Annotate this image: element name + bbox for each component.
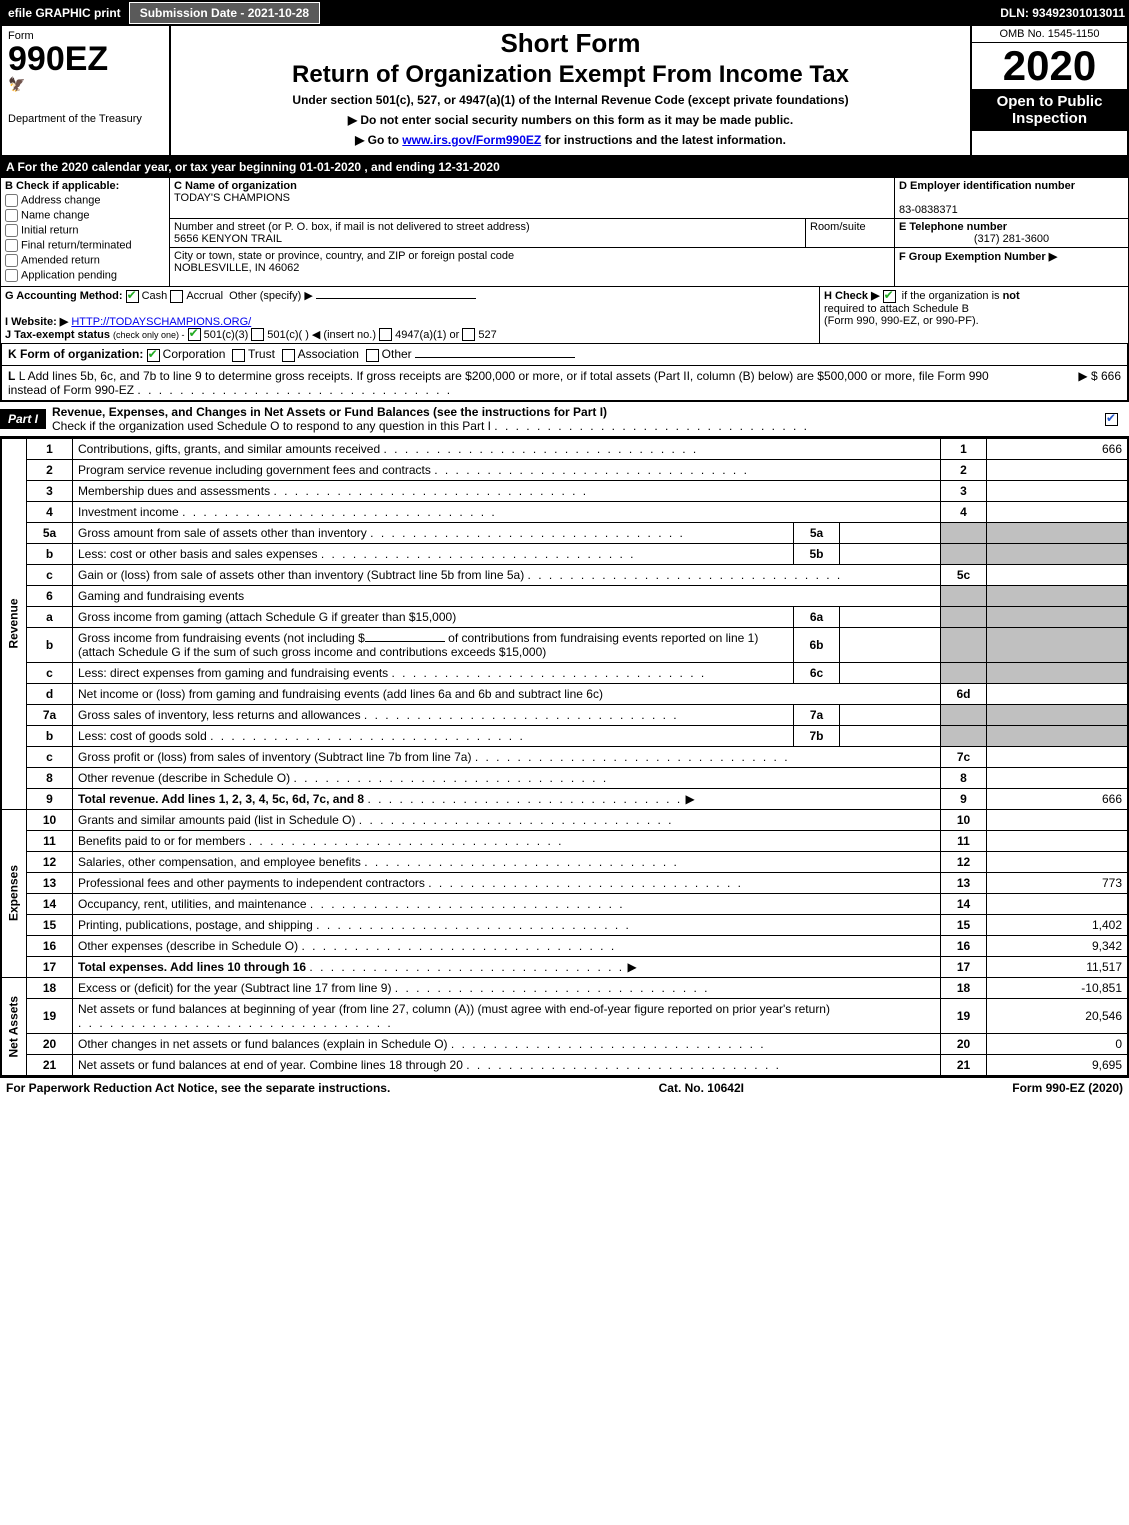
section-f: F Group Exemption Number ▶	[895, 248, 1129, 287]
goto-post: for instructions and the latest informat…	[541, 133, 786, 147]
line-1-value: 666	[987, 438, 1129, 460]
inspection-label: Open to Public Inspection	[972, 89, 1127, 131]
org-name: TODAY'S CHAMPIONS	[174, 192, 290, 204]
phone-label: E Telephone number	[899, 221, 1007, 233]
assoc-checkbox[interactable]	[282, 349, 295, 362]
section-g: G Accounting Method: Cash Accrual Other …	[1, 287, 820, 344]
revenue-label: Revenue	[1, 438, 27, 810]
trust-checkbox[interactable]	[232, 349, 245, 362]
line-a-bar: A For the 2020 calendar year, or tax yea…	[0, 157, 1129, 177]
addr-label: Number and street (or P. O. box, if mail…	[174, 221, 530, 233]
gross-receipts-value: ▶ $ 666	[1021, 369, 1121, 397]
527-checkbox[interactable]	[462, 328, 475, 341]
section-d: D Employer identification number 83-0838…	[895, 178, 1129, 219]
line-20-value: 0	[987, 1033, 1129, 1054]
opt-name-change[interactable]: Name change	[5, 209, 165, 222]
top-bar: efile GRAPHIC print Submission Date - 20…	[0, 0, 1129, 26]
section-e: E Telephone number (317) 281-3600	[895, 219, 1129, 248]
other-checkbox[interactable]	[366, 349, 379, 362]
opt-initial-return[interactable]: Initial return	[5, 224, 165, 237]
opt-amended-return[interactable]: Amended return	[5, 254, 165, 267]
section-k: K Form of organization: Corporation Trus…	[0, 344, 1129, 365]
line-15-value: 1,402	[987, 914, 1129, 935]
website-label: I Website: ▶	[5, 316, 68, 328]
short-form-title: Short Form	[181, 28, 960, 59]
lines-table: Revenue 1 Contributions, gifts, grants, …	[0, 437, 1129, 1077]
footer-center: Cat. No. 10642I	[659, 1081, 744, 1095]
section-b-title: B Check if applicable:	[5, 180, 119, 192]
tax-exempt-label: J Tax-exempt status	[5, 329, 110, 341]
main-title: Return of Organization Exempt From Incom…	[181, 61, 960, 89]
group-exempt-label: F Group Exemption Number ▶	[899, 251, 1057, 263]
total-expenses-value: 11,517	[987, 956, 1129, 977]
dln: DLN: 93492301013011	[1000, 6, 1125, 20]
section-gh: G Accounting Method: Cash Accrual Other …	[0, 287, 1129, 344]
goto-pre: ▶ Go to	[355, 133, 402, 147]
section-b: B Check if applicable: Address change Na…	[1, 178, 170, 287]
section-l: L L Add lines 5b, 6c, and 7b to line 9 t…	[0, 366, 1129, 400]
line-21-value: 9,695	[987, 1054, 1129, 1076]
omb-number: OMB No. 1545-1150	[972, 26, 1127, 43]
net-assets-label: Net Assets	[1, 977, 27, 1076]
opt-address-change[interactable]: Address change	[5, 194, 165, 207]
efile-label: efile GRAPHIC print	[4, 4, 125, 22]
goto-note: ▶ Go to www.irs.gov/Form990EZ for instru…	[181, 133, 960, 147]
501c-checkbox[interactable]	[251, 328, 264, 341]
line-16-value: 9,342	[987, 935, 1129, 956]
form-header: Form 990EZ 🦅 Department of the Treasury …	[0, 26, 1129, 157]
schedule-b-checkbox[interactable]	[883, 290, 896, 303]
ein-value: 83-0838371	[899, 204, 958, 216]
line-19-value: 20,546	[987, 998, 1129, 1033]
form-number: 990EZ	[8, 42, 163, 76]
line-1-num: 1	[27, 438, 73, 460]
room-suite: Room/suite	[806, 219, 895, 248]
501c3-checkbox[interactable]	[188, 328, 201, 341]
cash-checkbox[interactable]	[126, 290, 139, 303]
accrual-checkbox[interactable]	[170, 290, 183, 303]
city-label: City or town, state or province, country…	[174, 250, 514, 262]
section-c-city: City or town, state or province, country…	[170, 248, 895, 287]
submission-date: Submission Date - 2021-10-28	[129, 2, 320, 24]
ein-label: D Employer identification number	[899, 180, 1075, 192]
expenses-label: Expenses	[1, 809, 27, 977]
ssn-note: ▶ Do not enter social security numbers o…	[181, 113, 960, 127]
4947-checkbox[interactable]	[379, 328, 392, 341]
section-c-label: C Name of organization	[174, 180, 297, 192]
phone-value: (317) 281-3600	[899, 233, 1124, 245]
footer-left: For Paperwork Reduction Act Notice, see …	[6, 1081, 390, 1095]
line-18-value: -10,851	[987, 977, 1129, 998]
irs-link[interactable]: www.irs.gov/Form990EZ	[402, 133, 541, 147]
section-h: H Check ▶ if the organization is not req…	[820, 287, 1129, 344]
part-1-tag: Part I	[0, 409, 46, 429]
subtitle: Under section 501(c), 527, or 4947(a)(1)…	[181, 93, 960, 107]
page-footer: For Paperwork Reduction Act Notice, see …	[0, 1077, 1129, 1098]
section-c-addr: Number and street (or P. O. box, if mail…	[170, 219, 806, 248]
section-c-name: C Name of organization TODAY'S CHAMPIONS	[170, 178, 895, 219]
org-info-table: B Check if applicable: Address change Na…	[0, 177, 1129, 287]
addr-value: 5656 KENYON TRAIL	[174, 233, 282, 245]
schedule-o-checkbox[interactable]	[1105, 413, 1118, 426]
city-value: NOBLESVILLE, IN 46062	[174, 262, 299, 274]
opt-application-pending[interactable]: Application pending	[5, 269, 165, 282]
corp-checkbox[interactable]	[147, 349, 160, 362]
line-13-value: 773	[987, 872, 1129, 893]
part-1-header: Part I Revenue, Expenses, and Changes in…	[0, 400, 1129, 437]
website-link[interactable]: HTTP://TODAYSCHAMPIONS.ORG/	[71, 316, 251, 328]
tax-year: 2020	[972, 43, 1127, 89]
footer-right: Form 990-EZ (2020)	[1012, 1081, 1123, 1095]
line-1-text: Contributions, gifts, grants, and simila…	[73, 438, 941, 460]
department-label: Department of the Treasury	[8, 113, 163, 125]
total-revenue-value: 666	[987, 788, 1129, 809]
opt-final-return[interactable]: Final return/terminated	[5, 239, 165, 252]
